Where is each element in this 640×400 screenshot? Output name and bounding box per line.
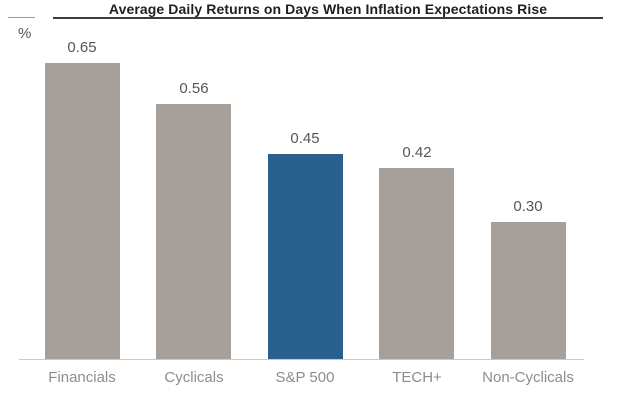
category-label-financials: Financials — [48, 369, 116, 386]
chart-title: Average Daily Returns on Days When Infla… — [108, 1, 548, 17]
category-label-s-p-500: S&P 500 — [275, 369, 335, 386]
category-label-non-cyclicals: Non-Cyclicals — [482, 369, 574, 386]
title-underline — [53, 17, 603, 19]
value-label-cyclicals: 0.56 — [179, 80, 209, 97]
bar-cyclicals — [156, 104, 231, 359]
bar-non-cyclicals — [491, 222, 566, 359]
x-axis-line — [19, 359, 584, 360]
value-label-tech: 0.42 — [402, 144, 432, 161]
bar-financials — [45, 63, 120, 359]
y-axis-unit-label: % — [18, 25, 32, 42]
value-label-non-cyclicals: 0.30 — [513, 198, 543, 215]
value-label-s-p-500: 0.45 — [290, 130, 320, 147]
y-axis-stub-line — [8, 17, 35, 18]
category-label-tech: TECH+ — [392, 369, 442, 386]
bar-s-p-500 — [268, 154, 343, 359]
bar-tech — [379, 168, 454, 359]
category-label-cyclicals: Cyclicals — [164, 369, 224, 386]
value-label-financials: 0.65 — [67, 39, 97, 56]
